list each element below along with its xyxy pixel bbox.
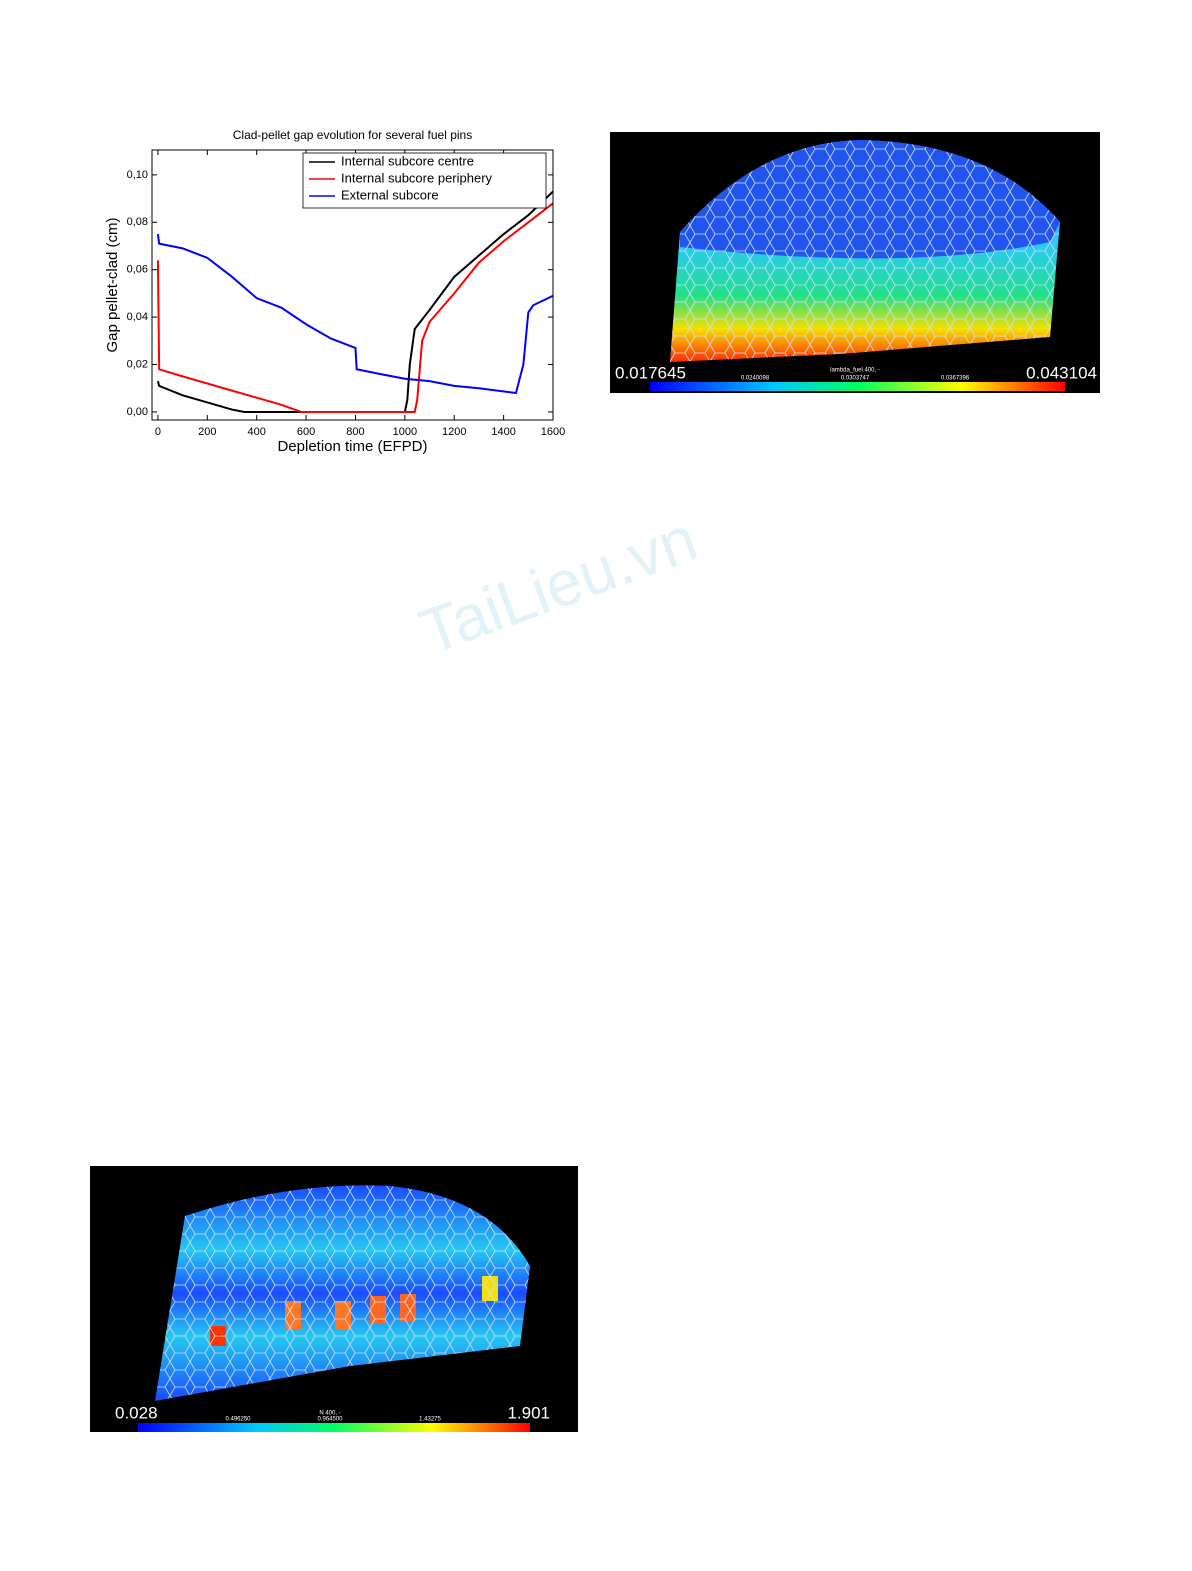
- x-tick-label: 1600: [541, 426, 565, 438]
- cbar-max: 1.901: [507, 1403, 550, 1422]
- colorbar: [650, 382, 1065, 391]
- cbar-title: N 400, -: [319, 1411, 340, 1417]
- series-line: [156, 190, 553, 413]
- series-line: [156, 202, 553, 413]
- series-line: [156, 234, 553, 395]
- x-tick-label: 600: [297, 426, 315, 438]
- x-axis-label: Depletion time (EFPD): [277, 438, 427, 455]
- y-tick-label: 0,04: [127, 311, 148, 323]
- x-tick-label: 0: [155, 426, 161, 438]
- x-tick-label: 1200: [442, 426, 466, 438]
- plot-frame: [151, 149, 554, 421]
- x-tick-label: 400: [248, 426, 266, 438]
- render-lambda: 0.017645 0.043104 lambda_fuel 400, - 0.0…: [610, 132, 1100, 393]
- x-tick-label: 200: [198, 426, 216, 438]
- cbar-tick: 0.0303747: [841, 376, 870, 382]
- colorbar: [138, 1423, 530, 1432]
- cbar-tick: 0.964500: [317, 1417, 343, 1423]
- legend-label: Internal subcore centre: [341, 153, 474, 168]
- cbar-title: lambda_fuel 400, -: [830, 368, 880, 374]
- y-axis-label: Gap pellet-clad (cm): [104, 217, 121, 352]
- x-tick-label: 800: [346, 426, 364, 438]
- hex-grid: [155, 1185, 530, 1401]
- cbar-min: 0.017645: [615, 363, 686, 382]
- y-tick-label: 0,00: [127, 406, 148, 418]
- chart-title: Clad-pellet gap evolution for several fu…: [233, 128, 472, 142]
- y-tick-label: 0,02: [127, 358, 148, 370]
- cbar-tick: 1.43275: [419, 1417, 441, 1423]
- chart: Clad-pellet gap evolution for several fu…: [104, 128, 565, 455]
- y-tick-label: 0,06: [127, 264, 148, 276]
- cbar-tick: 0.496250: [225, 1417, 251, 1423]
- legend-box: [302, 152, 547, 209]
- y-tick-label: 0,10: [127, 169, 148, 181]
- watermark-layer: TaiLieu.vn: [411, 502, 706, 668]
- y-tick-label: 0,08: [127, 216, 148, 228]
- legend-label: Internal subcore periphery: [341, 170, 493, 185]
- watermark: TaiLieu.vn: [411, 502, 706, 668]
- render-n: 0.028 1.901 N 400, - 0.496250 0.964500 1…: [90, 1166, 578, 1432]
- hex-grid: [670, 140, 1060, 362]
- legend-label: External subcore: [341, 187, 439, 202]
- x-tick-label: 1400: [491, 426, 515, 438]
- cbar-min: 0.028: [115, 1403, 158, 1422]
- cbar-max: 0.043104: [1026, 363, 1097, 382]
- cbar-tick: 0.0240098: [741, 376, 770, 382]
- x-tick-label: 1000: [393, 426, 417, 438]
- cbar-tick: 0.0367396: [941, 376, 970, 382]
